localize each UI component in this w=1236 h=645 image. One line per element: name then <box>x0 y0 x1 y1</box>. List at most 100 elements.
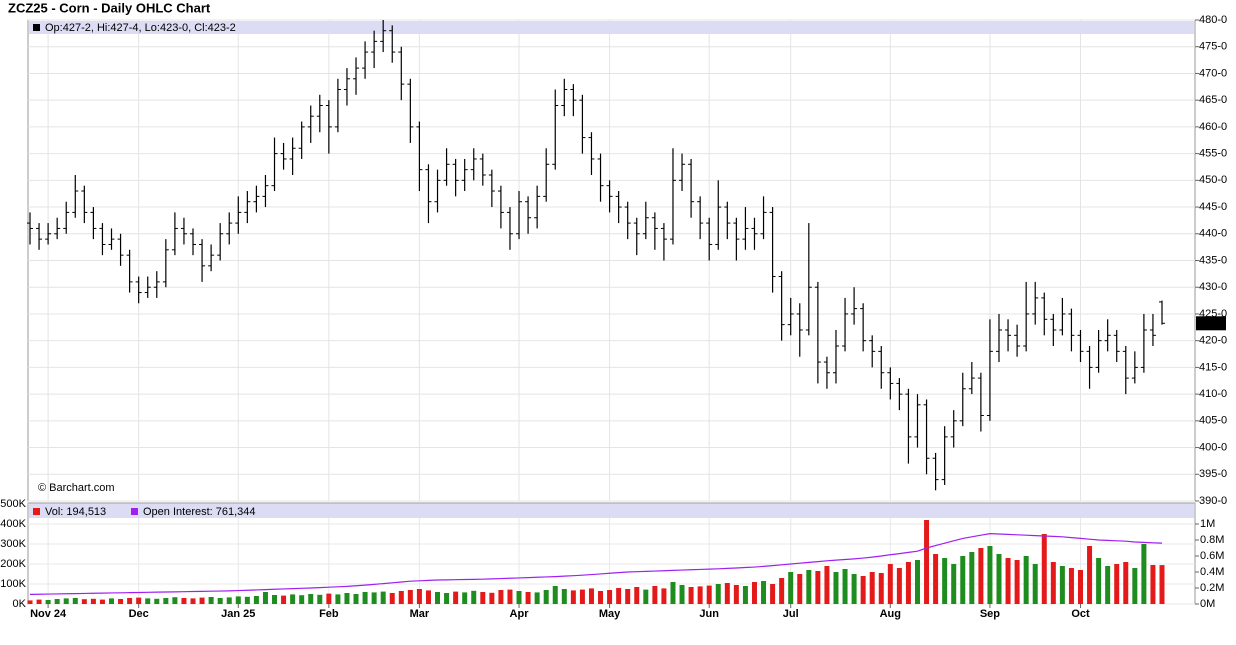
volume-bar <box>462 592 468 604</box>
volume-bar <box>797 574 803 604</box>
volume-bar <box>1023 556 1029 604</box>
y2-tick-label: 0.2M <box>1200 582 1224 594</box>
volume-bar <box>1050 562 1056 604</box>
x-tick-label: Jul <box>783 608 799 620</box>
watermark: © Barchart.com <box>38 482 115 494</box>
x-tick-label: Oct <box>1071 608 1090 620</box>
volume-bar <box>317 594 323 604</box>
volume-bar <box>996 554 1002 604</box>
y-tick-label: 395-0 <box>1199 468 1227 480</box>
volume-bar <box>616 588 622 604</box>
volume-bar <box>81 599 87 604</box>
volume-bar <box>118 599 124 604</box>
volume-bar <box>45 600 51 604</box>
last-price-box <box>1196 316 1226 331</box>
y-tick-label: 400-0 <box>1199 441 1227 453</box>
volume-bar <box>733 585 739 604</box>
volume-bar <box>72 598 78 604</box>
volume-bar <box>905 562 911 604</box>
volume-bar <box>869 572 875 604</box>
volume-bar <box>507 589 513 604</box>
volume-bar <box>244 596 250 604</box>
legend-band <box>29 21 1194 34</box>
volume-bar <box>407 590 413 604</box>
volume-bar <box>109 598 115 604</box>
volume-bar <box>661 588 667 604</box>
volume-bar <box>1077 570 1083 604</box>
volume-bar <box>1041 534 1047 604</box>
volume-bar <box>27 600 33 604</box>
volume-bar <box>824 566 830 604</box>
volume-bar <box>815 571 821 604</box>
x-tick-label: Aug <box>880 608 901 620</box>
volume-bar <box>335 594 341 604</box>
volume-bar <box>751 582 757 604</box>
volume-bar <box>607 590 613 604</box>
volume-bar <box>579 589 585 604</box>
volume-bar <box>924 520 930 604</box>
volume-bar <box>652 586 658 604</box>
y-tick-label: 440-0 <box>1199 228 1227 240</box>
volume-bar <box>253 596 259 604</box>
y2-tick-label: 0.6M <box>1200 550 1224 562</box>
x-tick-label: Jan 25 <box>221 608 255 620</box>
y-tick-label: 455-0 <box>1199 148 1227 160</box>
volume-bar <box>561 589 567 604</box>
volume-bar <box>670 582 676 604</box>
x-tick-label: Sep <box>980 608 1000 620</box>
volume-bar <box>761 581 767 604</box>
y-tick-label: 480-0 <box>1199 14 1227 26</box>
volume-bar <box>887 564 893 604</box>
volume-bar <box>489 592 495 604</box>
volume-bar <box>380 591 386 604</box>
x-tick-label: Apr <box>510 608 530 620</box>
volume-bar <box>896 568 902 604</box>
volume-bar <box>435 592 441 604</box>
volume-bar <box>960 556 966 604</box>
volume-bar <box>969 552 975 604</box>
volume-bar <box>163 598 169 604</box>
y2-tick-label: 0.8M <box>1200 534 1224 546</box>
x-tick-label: Nov 24 <box>30 608 67 620</box>
volume-bar <box>978 548 984 604</box>
x-tick-label: Dec <box>129 608 149 620</box>
y-tick-label: 390-0 <box>1199 495 1227 507</box>
volume-bar <box>951 564 957 604</box>
y-tick-label: 500K <box>0 498 26 510</box>
volume-bar <box>281 595 287 604</box>
volume-bar <box>516 591 522 604</box>
volume-bar <box>679 585 685 604</box>
x-tick-label: Jun <box>699 608 719 620</box>
volume-bar <box>136 597 142 604</box>
y-tick-label: 410-0 <box>1199 388 1227 400</box>
volume-bar <box>353 594 359 604</box>
volume-bar <box>226 597 232 604</box>
volume-bar <box>362 592 368 604</box>
volume-bar <box>806 570 812 604</box>
volume-bar <box>326 593 332 604</box>
y-tick-label: 300K <box>0 538 26 550</box>
volume-bar <box>63 598 69 604</box>
volume-bar <box>552 586 558 604</box>
volume-bar <box>860 576 866 604</box>
volume-bar <box>598 591 604 604</box>
y-tick-label: 470-0 <box>1199 67 1227 79</box>
volume-bar <box>525 592 531 604</box>
volume-bar <box>172 597 178 604</box>
volume-bar <box>1105 566 1111 604</box>
volume-bar <box>480 592 486 604</box>
volume-bar <box>833 572 839 604</box>
y-tick-label: 475-0 <box>1199 41 1227 53</box>
volume-bar <box>299 595 305 604</box>
volume-bar <box>724 583 730 604</box>
legend-band <box>29 504 1194 518</box>
x-tick-label: Mar <box>410 608 430 620</box>
volume-bar <box>425 590 431 604</box>
volume-bar <box>190 598 196 604</box>
volume-bar <box>706 585 712 604</box>
y-tick-label: 420-0 <box>1199 335 1227 347</box>
volume-bar <box>933 554 939 604</box>
volume-bar <box>942 558 948 604</box>
y-tick-label: 450-0 <box>1199 174 1227 186</box>
legend-label: Op:427-2, Hi:427-4, Lo:423-0, Cl:423-2 <box>45 22 236 34</box>
